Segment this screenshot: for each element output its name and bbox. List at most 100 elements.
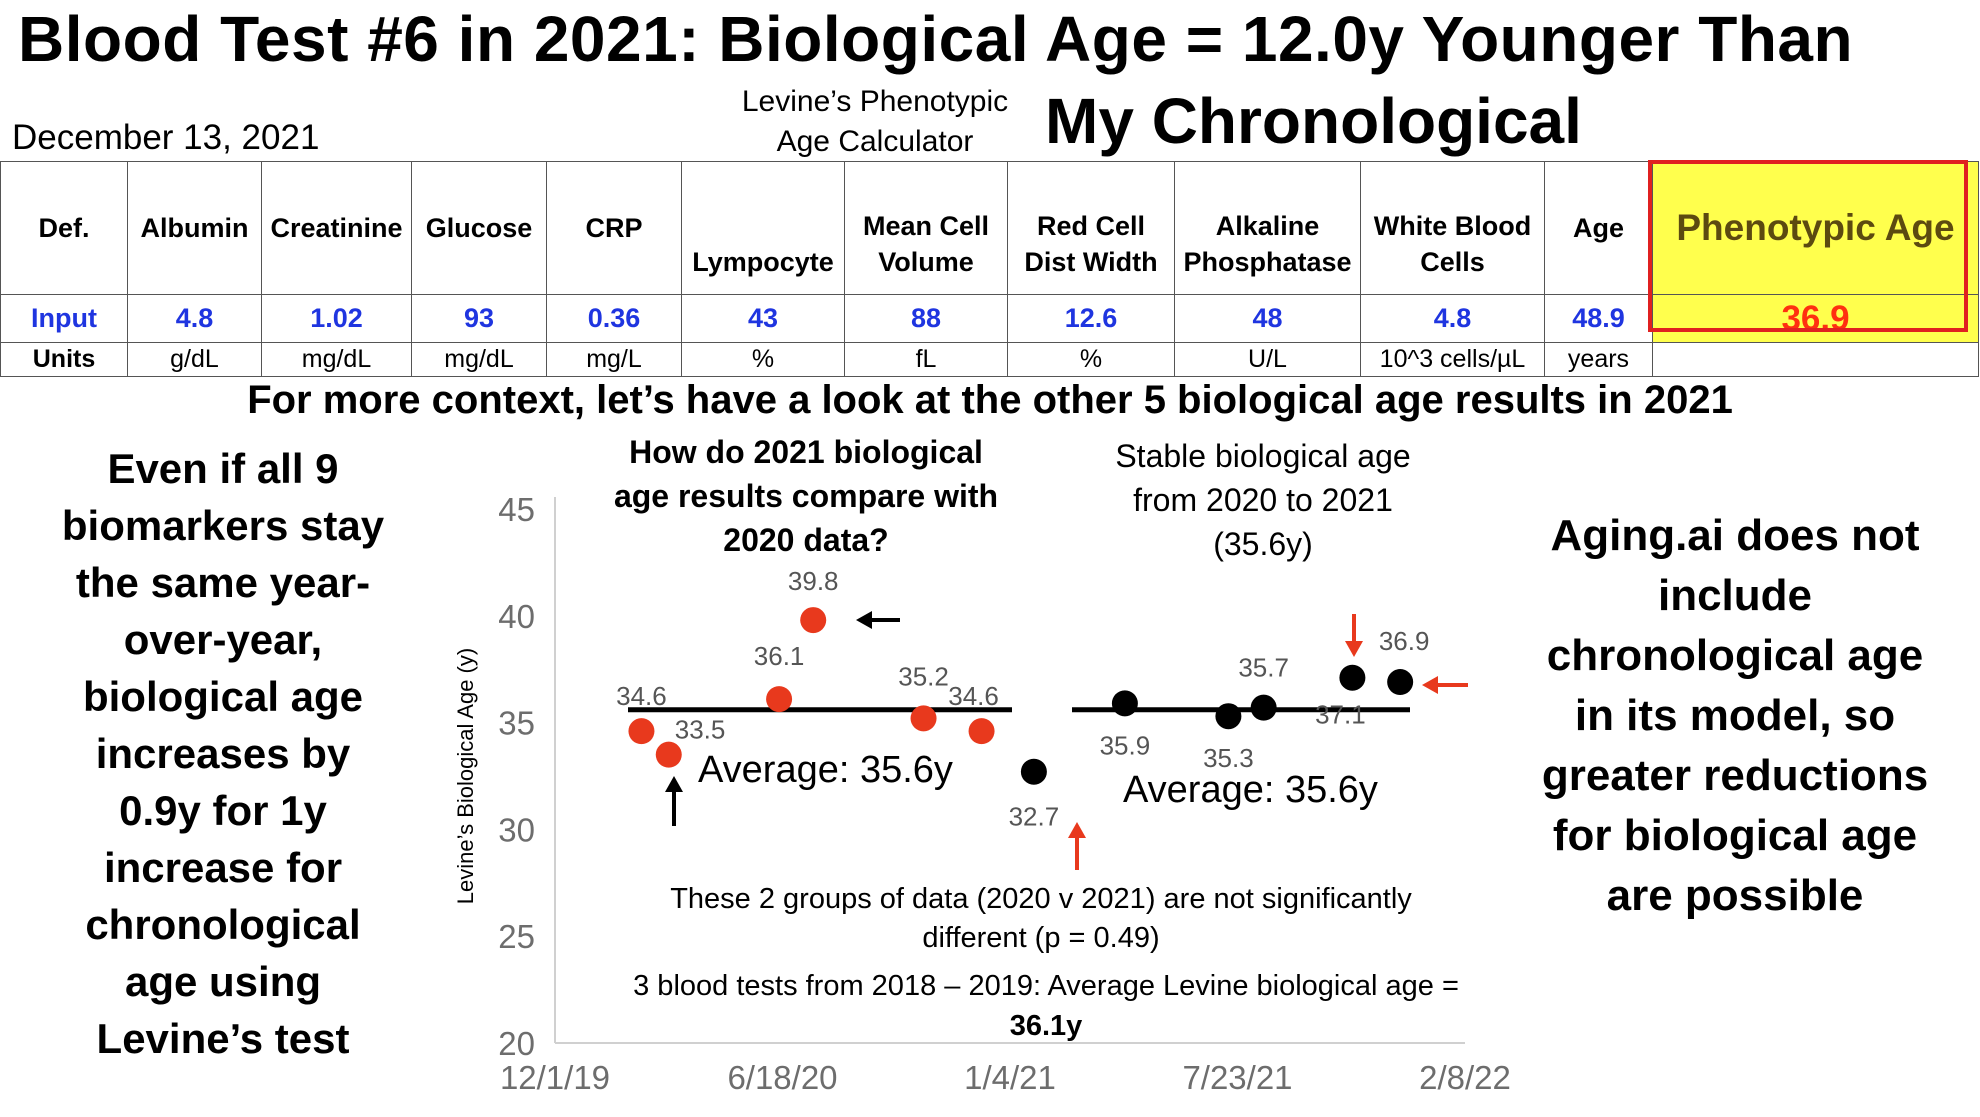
calculator-label: Levine’s Phenotypic Age Calculator [715,82,1035,162]
column-header-line2: Volume [878,247,974,277]
column-header-line2: Age [1572,213,1624,243]
arrow-low-2021-head [1068,822,1086,838]
unit-value-7: U/L [1174,342,1361,377]
arrow-latest-2021-head [1422,676,1438,694]
right-note-line: include [1657,571,1813,620]
left-note-line: age using [124,958,322,1005]
data-point [910,705,937,732]
data-label: 35.7 [1238,653,1289,683]
history-note: 3 blood tests from 2018 – 2019: Average … [633,970,1459,1002]
right-note: Aging.ai does not include chronological ag… [1505,506,1965,926]
calculator-label-line2: Age Calculator [776,125,974,158]
page-title-line1: Blood Test #6 in 2021: Biological Age = … [18,3,1854,75]
test-date: December 13, 2021 [12,118,320,157]
y-tick-label: 35 [498,705,535,742]
right-note-line: are possible [1606,871,1864,920]
data-label: 34.6 [616,681,667,711]
column-header-8: White Blood Cells [1360,161,1545,295]
left-note-line: 0.9y for 1y [119,787,327,834]
table-units-row: Units g/dL mg/dL mg/dL mg/L% fL% U/L 10^3 cell… [0,342,1979,377]
left-note-line: Even if all 9 [107,445,339,492]
compare-question-text: How do 2021 biological [629,434,983,470]
context-heading: For more context, let’s have a look at t… [247,378,1733,422]
left-note: Even if all 9 biomarkers stay the same yea… [18,440,428,1067]
phenotypic-age-header: Phenotypic Age [1652,161,1979,295]
left-note-line: increases by [95,730,351,777]
arrow-nov-2021-head [1345,641,1363,657]
column-header-7: Alkaline Phosphatase [1174,161,1361,295]
phenotypic-age-value: 36.9 [1652,294,1979,343]
column-header-line2: Glucose [425,213,533,243]
data-label: 35.9 [1100,730,1151,760]
x-tick-label: 7/23/21 [1182,1059,1292,1096]
right-note-line: greater reductions [1541,751,1929,800]
input-value-8: 4.8 [1360,294,1545,343]
column-header-line2: Albumin [140,213,249,243]
data-point [1111,690,1138,717]
right-note-line: Aging.ai does not [1550,511,1920,560]
stable-age-text: (35.6y) [1213,526,1313,562]
calculator-label-line1: Levine’s Phenotypic [741,85,1009,118]
data-label: 36.1 [754,641,805,671]
column-header-line2: Lympocyte [692,247,834,277]
input-value-6: 12.6 [1007,294,1175,343]
page-title-line2: My Chronological [1045,85,1582,157]
stable-age-text: Stable biological age [1115,438,1410,474]
unit-value-5: fL [844,342,1008,377]
column-header-4: Lympocyte [681,161,845,295]
column-header-5: Mean Cell Volume [844,161,1008,295]
arrow-nov-2021 [1345,614,1363,657]
unit-value-6: % [1007,342,1175,377]
arrow-low-2020 [665,776,683,826]
column-header-line2: Creatinine [270,213,403,243]
data-point [1020,758,1047,785]
left-note-line: biological age [82,673,364,720]
left-note-line: the same year- [75,559,371,606]
chart-marks: 34.633.536.139.835.234.632.735.9 35.335.7… [616,566,1429,832]
chart-axes: 20 25 30 35 40 45 12/1/19 6/18/20 1/4/21 7/23/21 2… [498,491,1511,1096]
data-point [800,607,827,634]
left-note-line: over-year, [123,616,323,663]
data-point [1250,694,1277,721]
phenotypic-age-table: Def. Albumin Creatinine Glucose CRP Lympocyt… [0,161,1979,377]
column-header-line1: Alkaline [1215,211,1320,241]
y-tick-label: 30 [498,811,535,848]
input-value-1: 1.02 [261,294,412,343]
compare-question-text: 2020 data? [723,522,888,558]
input-value-0: 4.8 [127,294,262,343]
data-point [655,741,682,768]
arrow-high-2020-head [856,611,872,629]
average-2021-label: Average: 35.6y [1123,769,1378,811]
significance-note: different (p = 0.49) [922,922,1159,954]
row-label-input: Input [0,294,128,343]
left-note-line: chronological [85,901,361,948]
y-axis-label: Levine’s Biological Age (y) [453,648,478,904]
input-value-9: 48.9 [1544,294,1653,343]
data-point [968,718,995,745]
arrow-latest-2021 [1422,676,1468,694]
average-2020-label: Average: 35.6y [698,749,953,791]
column-header-line1: White Blood [1373,211,1532,241]
y-tick-label: 45 [498,491,535,528]
x-tick-label: 6/18/20 [727,1059,837,1096]
data-point [628,718,655,745]
phenotypic-age-units-empty [1652,342,1979,377]
y-tick-label: 25 [498,918,535,955]
data-label: 36.9 [1379,626,1430,656]
history-note-value: 36.1y [1010,1010,1083,1042]
column-header-line2: Phosphatase [1183,247,1352,277]
unit-value-8: 10^3 cells/µL [1360,342,1545,377]
y-tick-label: 20 [498,1025,535,1062]
data-point [1339,664,1366,691]
data-label: 35.2 [898,661,949,691]
unit-value-1: mg/dL [261,342,412,377]
table-input-row: Input 4.8 1.02 93 0.36 43 88 12.6 48 4.8 48.9 36.9 [0,294,1979,343]
unit-value-9: years [1544,342,1653,377]
data-label: 39.8 [788,566,839,596]
column-header-line1: Mean Cell [862,211,990,241]
phenotypic-age-highlight-box [1648,160,1968,332]
stable-age-text: from 2020 to 2021 [1133,482,1393,518]
row-label-def: Def. [0,161,128,295]
input-value-3: 0.36 [546,294,682,343]
